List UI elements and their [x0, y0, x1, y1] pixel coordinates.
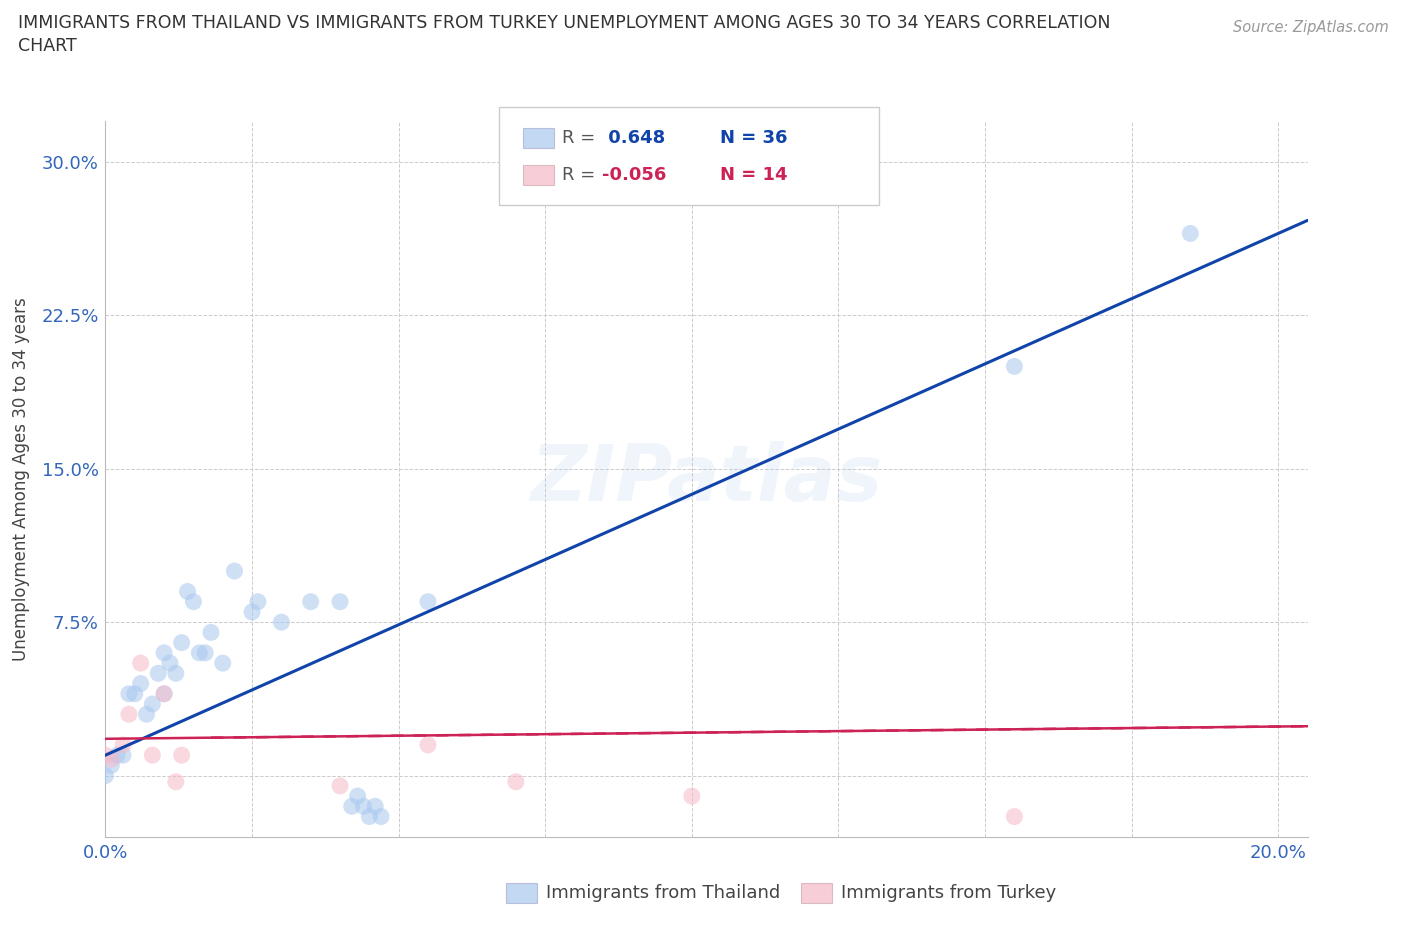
Point [100, 758, 122, 773]
Point [364, 799, 387, 814]
Point [681, 789, 703, 804]
Point [94, 748, 117, 763]
Text: ZIPatlаs: ZIPatlаs [530, 441, 883, 517]
Point [135, 707, 157, 722]
Point [153, 686, 176, 701]
Point [129, 676, 152, 691]
Point [416, 737, 439, 752]
Text: N = 36: N = 36 [720, 129, 787, 147]
Text: N = 14: N = 14 [720, 166, 787, 184]
Point [359, 809, 381, 824]
Point [148, 666, 170, 681]
Text: Immigrants from Turkey: Immigrants from Turkey [841, 884, 1056, 902]
Point [170, 748, 193, 763]
Point [340, 799, 363, 814]
Text: -0.056: -0.056 [602, 166, 666, 184]
Point [176, 584, 198, 599]
Point [141, 697, 163, 711]
Point [183, 594, 205, 609]
Text: R =: R = [562, 166, 602, 184]
Point [346, 789, 368, 804]
Point [329, 594, 352, 609]
Text: R =: R = [562, 129, 602, 147]
Point [1002, 359, 1025, 374]
Text: IMMIGRANTS FROM THAILAND VS IMMIGRANTS FROM TURKEY UNEMPLOYMENT AMONG AGES 30 TO: IMMIGRANTS FROM THAILAND VS IMMIGRANTS F… [18, 14, 1111, 32]
Point [1002, 809, 1025, 824]
Point [112, 748, 135, 763]
Point [224, 564, 246, 578]
Point [118, 707, 141, 722]
Point [246, 594, 269, 609]
Point [329, 778, 352, 793]
Point [141, 748, 163, 763]
Text: Immigrants from Thailand: Immigrants from Thailand [546, 884, 780, 902]
Point [153, 645, 176, 660]
Point [353, 799, 375, 814]
Point [416, 594, 439, 609]
Point [165, 666, 187, 681]
Point [188, 645, 211, 660]
Point [194, 645, 217, 660]
Point [94, 768, 117, 783]
Point [299, 594, 322, 609]
Point [505, 775, 527, 790]
Text: Source: ZipAtlas.com: Source: ZipAtlas.com [1233, 20, 1389, 35]
Point [240, 604, 263, 619]
Point [211, 656, 233, 671]
Point [153, 686, 176, 701]
Point [1180, 226, 1202, 241]
Point [100, 751, 122, 766]
Y-axis label: Unemployment Among Ages 30 to 34 years: Unemployment Among Ages 30 to 34 years [13, 297, 30, 661]
Point [270, 615, 292, 630]
Point [170, 635, 193, 650]
Point [124, 686, 146, 701]
Point [118, 686, 141, 701]
Text: 0.648: 0.648 [602, 129, 665, 147]
Point [105, 748, 128, 763]
Point [200, 625, 222, 640]
Text: CHART: CHART [18, 37, 77, 55]
Point [129, 656, 152, 671]
Point [159, 656, 181, 671]
Point [165, 775, 187, 790]
Point [112, 737, 135, 752]
Point [370, 809, 392, 824]
